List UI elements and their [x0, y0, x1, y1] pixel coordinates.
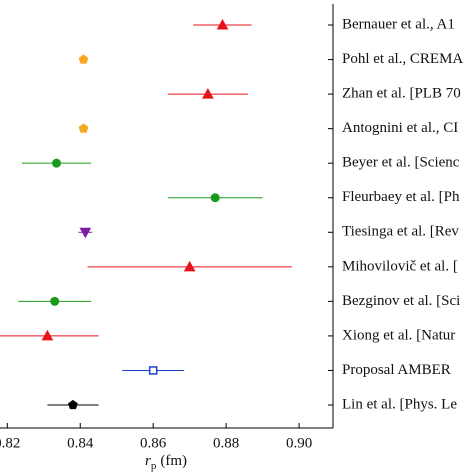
y-tick-label: Mihovilovič et al. [: [342, 258, 458, 274]
y-tick-label: Pohl et al., CREMA: [342, 51, 463, 67]
x-label-symbol: r: [145, 453, 151, 469]
marker: [41, 329, 54, 341]
x-tick-label: 0.86: [140, 435, 167, 451]
marker: [148, 366, 158, 375]
x-axis-label: rp (fm): [145, 453, 187, 471]
x-tick-label: 0.84: [67, 435, 94, 451]
y-tick-label: Proposal AMBER: [342, 362, 451, 378]
marker: [52, 158, 62, 168]
marker: [78, 54, 89, 64]
y-tick-label: Antognini et al., CI: [342, 120, 458, 136]
y-tick-label: Bernauer et al., A1: [342, 16, 455, 32]
y-tick-label: Tiesinga et al. [Rev: [342, 224, 459, 240]
y-tick-label: Fleurbaey et al. [Ph: [342, 189, 460, 205]
x-tick-label: 0.82: [0, 435, 20, 451]
marker: [210, 193, 220, 203]
y-tick-label: Xiong et al. [Natur: [342, 327, 455, 343]
x-label-unit: (fm): [160, 453, 187, 469]
y-tick-label: Beyer et al. [Scienc: [342, 155, 460, 171]
x-label-sub: p: [151, 460, 157, 472]
marker: [202, 88, 214, 99]
x-tick-label: 0.88: [213, 435, 239, 451]
marker: [68, 399, 78, 410]
marker: [78, 123, 89, 133]
marker: [216, 18, 229, 30]
y-tick-label: Zhan et al. [PLB 70: [342, 86, 461, 102]
x-tick-label: 0.90: [286, 435, 312, 451]
y-tick-label: Bezginov et al. [Sci: [342, 293, 460, 309]
y-tick-label: Lin et al. [Phys. Le: [342, 396, 457, 412]
marker: [79, 227, 92, 239]
marker: [183, 260, 196, 272]
marker: [50, 296, 60, 306]
